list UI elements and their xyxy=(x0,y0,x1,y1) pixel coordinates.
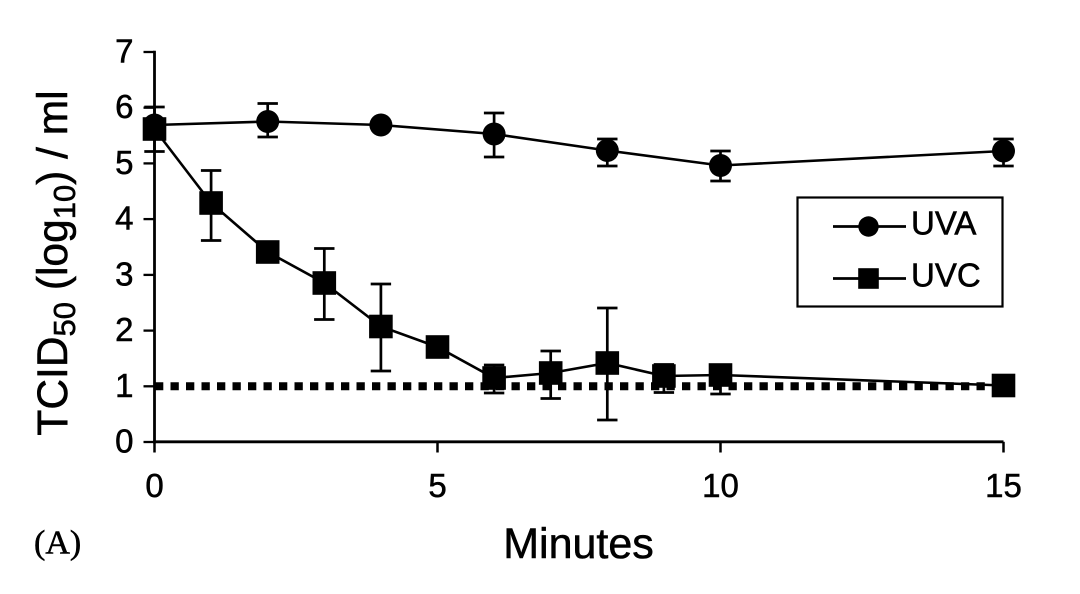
svg-text:10: 10 xyxy=(702,467,739,504)
svg-text:Minutes: Minutes xyxy=(503,520,654,568)
svg-text:TCID50 (log10) / ml: TCID50 (log10) / ml xyxy=(30,90,82,435)
svg-text:15: 15 xyxy=(985,467,1022,504)
svg-text:UVA: UVA xyxy=(911,205,976,242)
svg-text:5: 5 xyxy=(428,467,446,504)
svg-text:UVC: UVC xyxy=(911,257,981,294)
svg-text:0: 0 xyxy=(115,423,133,460)
svg-text:2: 2 xyxy=(115,311,133,348)
svg-text:1: 1 xyxy=(115,367,133,404)
svg-text:3: 3 xyxy=(115,255,133,292)
svg-text:(A): (A) xyxy=(34,525,81,562)
svg-text:5: 5 xyxy=(115,144,133,181)
svg-text:6: 6 xyxy=(115,88,133,125)
svg-text:0: 0 xyxy=(145,467,163,504)
svg-text:4: 4 xyxy=(115,200,133,237)
svg-text:7: 7 xyxy=(115,33,133,70)
